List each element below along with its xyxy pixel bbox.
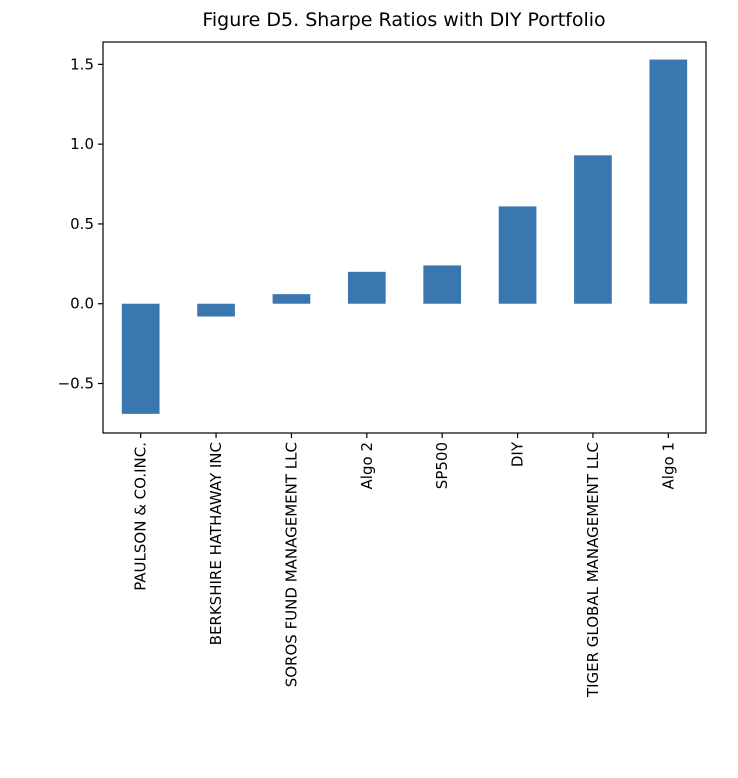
x-tick-label: PAULSON & CO.INC. <box>132 442 150 591</box>
bars-layer <box>121 59 688 414</box>
bar-6 <box>574 155 612 304</box>
x-tick-label: SP500 <box>433 442 451 489</box>
x-tick-label: Algo 1 <box>659 442 677 489</box>
y-tick-label: −0.5 <box>58 375 94 393</box>
x-tick-label: TIGER GLOBAL MANAGEMENT LLC <box>584 442 602 698</box>
bar-2 <box>272 294 311 304</box>
bar-1 <box>197 303 235 317</box>
bar-3 <box>347 271 386 304</box>
y-tick-label: 0.5 <box>70 215 94 233</box>
plot-frame <box>102 41 707 434</box>
bar-0 <box>121 303 160 414</box>
y-tick-label: 0.0 <box>70 295 94 313</box>
x-axis: PAULSON & CO.INC. BERKSHIRE HATHAWAY INC S… <box>132 433 677 698</box>
bar-7 <box>649 59 688 304</box>
y-axis: −0.5 0.0 0.5 1.0 1.5 <box>58 55 103 393</box>
y-tick-label: 1.5 <box>70 55 94 73</box>
x-tick-label: SOROS FUND MANAGEMENT LLC <box>282 442 300 687</box>
x-tick-label: DIY <box>509 441 527 467</box>
bar-5 <box>498 206 537 304</box>
y-tick-label: 1.0 <box>70 135 94 153</box>
bar-4 <box>423 265 462 304</box>
x-tick-label: Algo 2 <box>358 442 376 489</box>
chart-title: Figure D5. Sharpe Ratios with DIY Portfo… <box>202 9 605 31</box>
x-tick-label: BERKSHIRE HATHAWAY INC <box>207 442 225 645</box>
